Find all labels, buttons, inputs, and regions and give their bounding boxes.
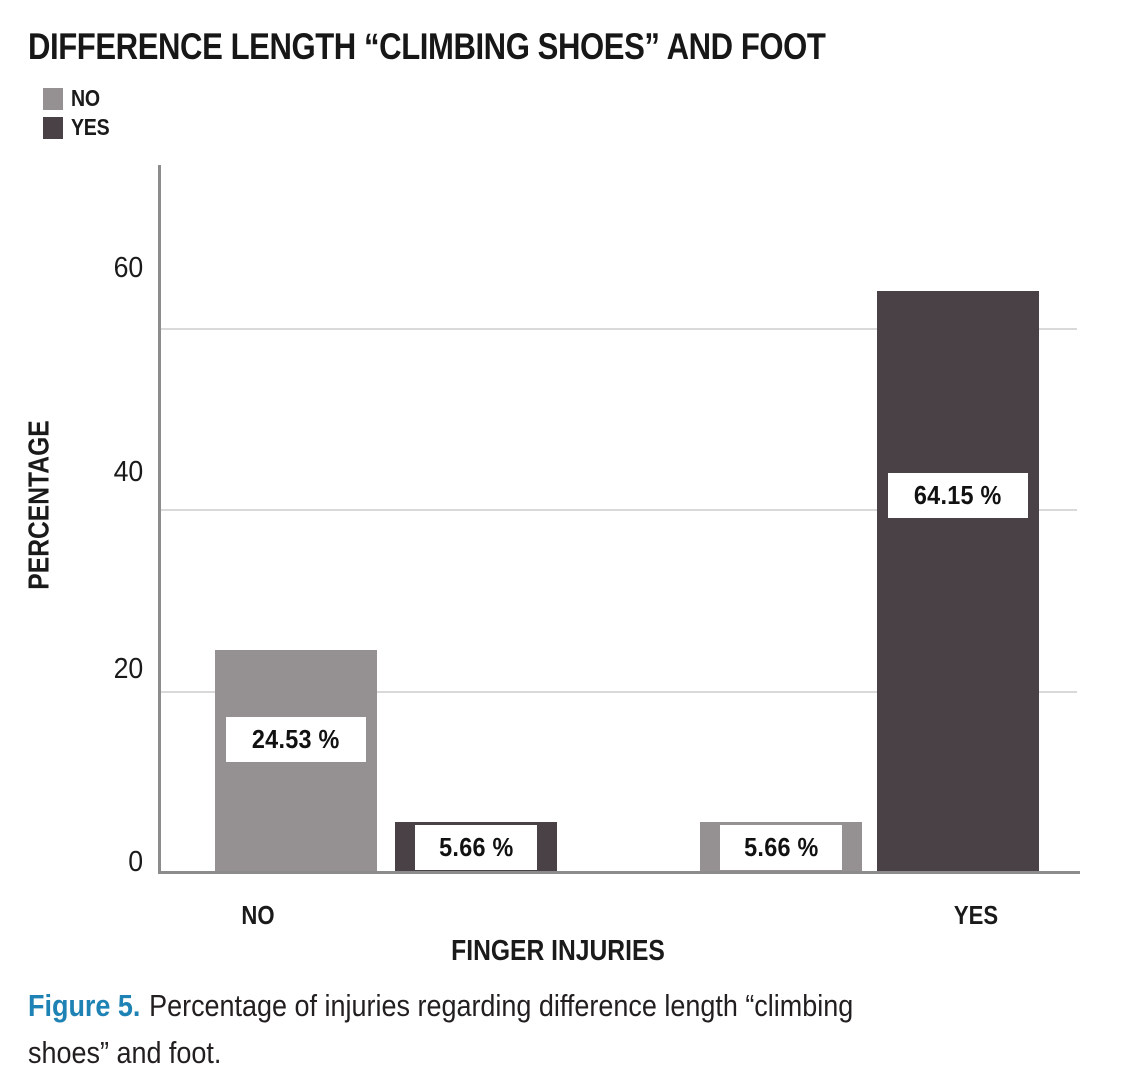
bar-value-label-no-yes: 5.66 % (415, 825, 537, 870)
x-category-label-yes: YES (953, 900, 999, 930)
bar-yes-yes (877, 291, 1039, 873)
figure-caption: Figure 5. Percentage of injuries regardin… (28, 982, 1116, 1076)
legend-label-yes: YES (71, 114, 110, 140)
bar-value-label-yes-no: 5.66 % (720, 825, 842, 870)
y-axis-line (158, 165, 161, 874)
x-axis-line (158, 871, 1080, 874)
legend-label-no: NO (71, 85, 100, 111)
x-axis-title: FINGER INJURIES (451, 935, 665, 967)
caption-line-1: Figure 5. Percentage of injuries regardin… (28, 982, 1116, 1029)
y-tick-label-20: 20 (113, 653, 143, 685)
caption-text-1: Percentage of injuries regarding differe… (149, 988, 854, 1023)
gridline-40 (161, 509, 1077, 511)
caption-line-2: shoes” and foot. (28, 1029, 1116, 1076)
y-tick-label-0: 0 (128, 846, 143, 878)
chart-title: DIFFERENCE LENGTH “CLIMBING SHOES” AND F… (28, 26, 826, 67)
gridline-60 (161, 328, 1077, 330)
legend-swatch-yes-icon (43, 117, 63, 139)
caption-text-2: shoes” and foot. (28, 1035, 222, 1070)
legend-swatch-no-icon (43, 88, 63, 110)
bar-value-label-yes-yes: 64.15 % (888, 473, 1028, 518)
gridline-20 (161, 691, 1077, 693)
caption-figure-label: Figure 5. (28, 988, 141, 1023)
x-category-label-no: NO (241, 900, 275, 930)
bar-value-label-no-no: 24.53 % (226, 717, 366, 762)
y-tick-label-60: 60 (113, 252, 143, 284)
y-axis-title: PERCENTAGE (23, 420, 56, 590)
y-tick-label-40: 40 (113, 456, 143, 488)
